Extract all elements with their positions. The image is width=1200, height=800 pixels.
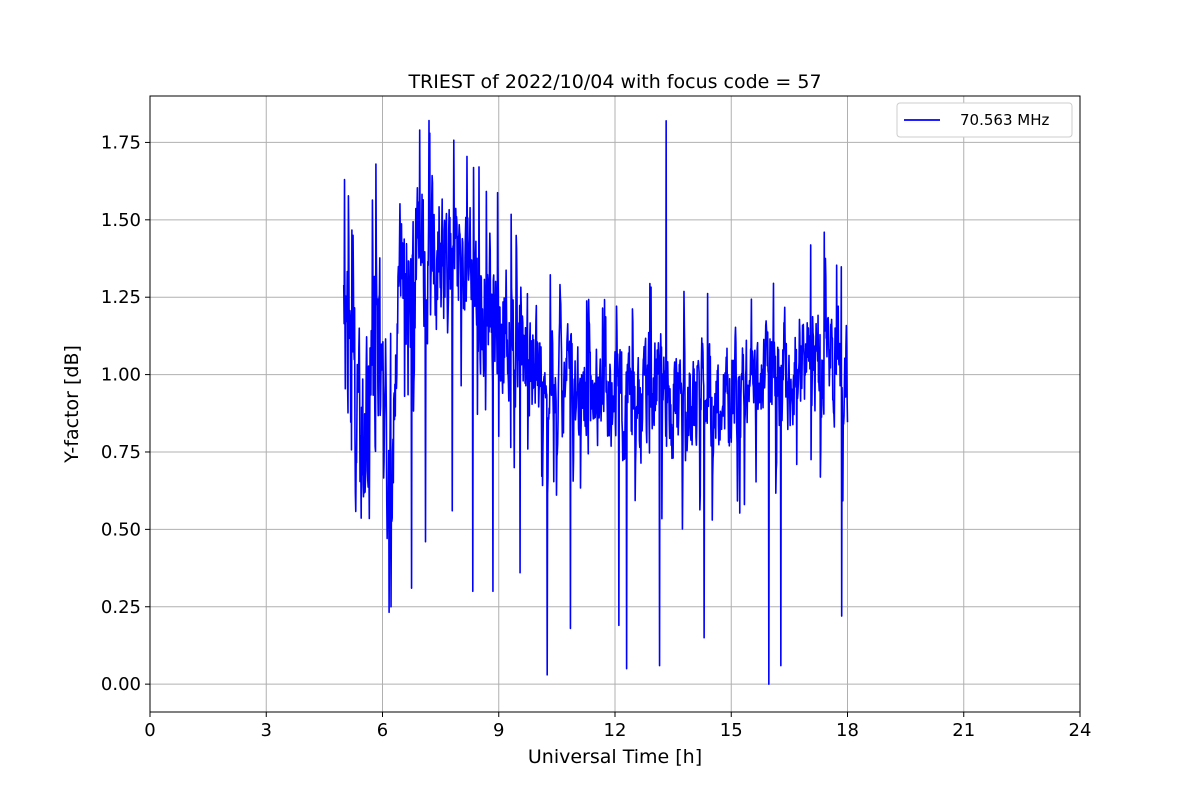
y-tick-label: 0.50	[101, 519, 141, 540]
series-layer	[342, 119, 849, 685]
x-tick-label: 24	[1069, 720, 1092, 741]
chart-title: TRIEST of 2022/10/04 with focus code = 5…	[407, 71, 821, 93]
x-tick-label: 18	[836, 720, 859, 741]
x-tick-label: 6	[377, 720, 388, 741]
x-tick-label: 9	[493, 720, 504, 741]
legend: 70.563 MHz	[896, 102, 1073, 138]
y-tick-label: 1.50	[101, 210, 141, 231]
x-tick-label: 12	[604, 720, 627, 741]
y-axis-label: Y-factor [dB]	[61, 345, 83, 464]
x-tick-label: 21	[952, 720, 975, 741]
y-axis-ticks: 0.00 0.25 0.50 0.75 1.00 1.25 1.50 1.75	[101, 132, 150, 695]
x-tick-label: 3	[261, 720, 272, 741]
y-tick-label: 0.75	[101, 442, 141, 463]
y-tick-label: 0.25	[101, 597, 141, 618]
x-axis-ticks: 0 3 6 9 12 15 18 21 24	[144, 712, 1091, 741]
series-line-70.563-mhz	[342, 119, 849, 685]
legend-entry-label: 70.563 MHz	[960, 111, 1049, 129]
y-tick-label: 1.75	[101, 132, 141, 153]
y-tick-label: 0.00	[101, 674, 141, 695]
y-tick-label: 1.00	[101, 365, 141, 386]
x-tick-label: 15	[720, 720, 743, 741]
x-tick-label: 0	[144, 720, 155, 741]
y-tick-label: 1.25	[101, 287, 141, 308]
legend-box	[896, 102, 1073, 138]
x-axis-label: Universal Time [h]	[528, 746, 702, 768]
